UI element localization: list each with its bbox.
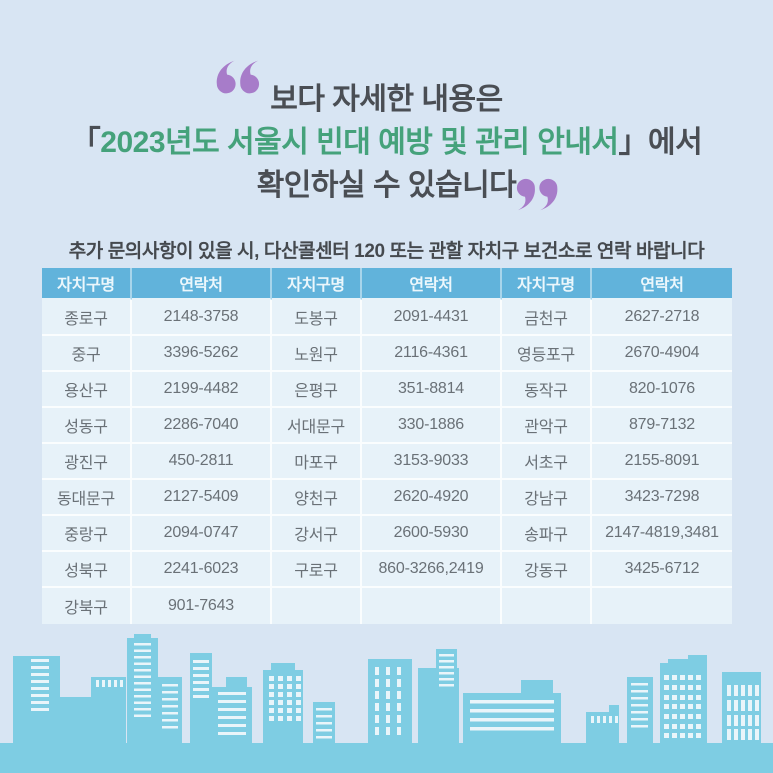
cell-district: 성동구 bbox=[42, 408, 132, 444]
cell-district bbox=[272, 588, 362, 624]
table-row: 종로구 2148-3758 도봉구 2091-4431 금천구 2627-271… bbox=[42, 300, 732, 336]
cell-phone: 3153-9033 bbox=[362, 444, 502, 480]
cell-phone: 3425-6712 bbox=[592, 552, 732, 588]
cell-phone: 450-2811 bbox=[132, 444, 272, 480]
cell-phone: 2241-6023 bbox=[132, 552, 272, 588]
cell-phone: 2627-2718 bbox=[592, 300, 732, 336]
cell-phone: 2600-5930 bbox=[362, 516, 502, 552]
title-line-1: 보다 자세한 내용은 bbox=[270, 83, 503, 116]
table-row: 중구 3396-5262 노원구 2116-4361 영등포구 2670-490… bbox=[42, 336, 732, 372]
table-header-row: 자치구명 연락처 자치구명 연락처 자치구명 연락처 bbox=[42, 268, 732, 300]
page-title: 보다 자세한 내용은 「2023년도 서울시 빈대 예방 및 관리 안내서」에서… bbox=[0, 78, 773, 207]
cell-phone bbox=[362, 588, 502, 624]
cell-district: 강서구 bbox=[272, 516, 362, 552]
cell-district: 중구 bbox=[42, 336, 132, 372]
cell-district: 동작구 bbox=[502, 372, 592, 408]
title-bracket-close: 」에서 bbox=[618, 126, 703, 159]
cell-district: 구로구 bbox=[272, 552, 362, 588]
contact-table: 자치구명 연락처 자치구명 연락처 자치구명 연락처 종로구 2148-3758… bbox=[42, 268, 732, 624]
cell-district: 마포구 bbox=[272, 444, 362, 480]
cell-district: 강남구 bbox=[502, 480, 592, 516]
cell-phone: 2148-3758 bbox=[132, 300, 272, 336]
cell-phone: 2155-8091 bbox=[592, 444, 732, 480]
cell-phone: 2620-4920 bbox=[362, 480, 502, 516]
col-header-district: 자치구명 bbox=[42, 268, 132, 300]
cell-district: 금천구 bbox=[502, 300, 592, 336]
cell-district: 영등포구 bbox=[502, 336, 592, 372]
cell-district: 강동구 bbox=[502, 552, 592, 588]
col-header-district: 자치구명 bbox=[502, 268, 592, 300]
title-line-3: 확인하실 수 있습니다 bbox=[256, 169, 517, 202]
cell-district: 송파구 bbox=[502, 516, 592, 552]
cell-district bbox=[502, 588, 592, 624]
title-guide-name: 2023년도 서울시 빈대 예방 및 관리 안내서 bbox=[100, 126, 619, 159]
cell-district: 동대문구 bbox=[42, 480, 132, 516]
cell-phone: 330-1886 bbox=[362, 408, 502, 444]
cell-district: 은평구 bbox=[272, 372, 362, 408]
cell-phone: 2091-4431 bbox=[362, 300, 502, 336]
col-header-district: 자치구명 bbox=[272, 268, 362, 300]
cell-phone bbox=[592, 588, 732, 624]
cell-district: 용산구 bbox=[42, 372, 132, 408]
quote-open-icon bbox=[214, 59, 260, 95]
cell-phone: 2670-4904 bbox=[592, 336, 732, 372]
col-header-phone: 연락처 bbox=[362, 268, 502, 300]
subtitle: 추가 문의사항이 있을 시, 다산콜센터 120 또는 관할 자치구 보건소로 … bbox=[68, 241, 705, 262]
cell-district: 양천구 bbox=[272, 480, 362, 516]
cell-phone: 2127-5409 bbox=[132, 480, 272, 516]
title-bracket-open: 「 bbox=[70, 126, 101, 159]
title-line-2: 「2023년도 서울시 빈대 예방 및 관리 안내서」에서 bbox=[0, 121, 773, 164]
col-header-phone: 연락처 bbox=[592, 268, 732, 300]
cell-district: 도봉구 bbox=[272, 300, 362, 336]
cell-phone: 351-8814 bbox=[362, 372, 502, 408]
cell-phone: 2199-4482 bbox=[132, 372, 272, 408]
cell-phone: 3396-5262 bbox=[132, 336, 272, 372]
table-row: 강북구 901-7643 bbox=[42, 588, 732, 624]
cell-district: 관악구 bbox=[502, 408, 592, 444]
cell-district: 서초구 bbox=[502, 444, 592, 480]
table-row: 동대문구 2127-5409 양천구 2620-4920 강남구 3423-72… bbox=[42, 480, 732, 516]
table-row: 중랑구 2094-0747 강서구 2600-5930 송파구 2147-481… bbox=[42, 516, 732, 552]
col-header-phone: 연락처 bbox=[132, 268, 272, 300]
cell-phone: 879-7132 bbox=[592, 408, 732, 444]
cell-phone: 901-7643 bbox=[132, 588, 272, 624]
cell-district: 서대문구 bbox=[272, 408, 362, 444]
table-row: 성북구 2241-6023 구로구 860-3266,2419 강동구 3425… bbox=[42, 552, 732, 588]
cell-phone: 2116-4361 bbox=[362, 336, 502, 372]
table-row: 용산구 2199-4482 은평구 351-8814 동작구 820-1076 bbox=[42, 372, 732, 408]
cell-phone: 2147-4819,3481 bbox=[592, 516, 732, 552]
cell-phone: 2094-0747 bbox=[132, 516, 272, 552]
cell-district: 종로구 bbox=[42, 300, 132, 336]
cell-phone: 860-3266,2419 bbox=[362, 552, 502, 588]
table-row: 광진구 450-2811 마포구 3153-9033 서초구 2155-8091 bbox=[42, 444, 732, 480]
cell-phone: 3423-7298 bbox=[592, 480, 732, 516]
cell-district: 강북구 bbox=[42, 588, 132, 624]
city-skyline bbox=[0, 634, 773, 773]
cell-district: 중랑구 bbox=[42, 516, 132, 552]
cell-district: 노원구 bbox=[272, 336, 362, 372]
cell-phone: 2286-7040 bbox=[132, 408, 272, 444]
cell-district: 성북구 bbox=[42, 552, 132, 588]
cell-district: 광진구 bbox=[42, 444, 132, 480]
table-row: 성동구 2286-7040 서대문구 330-1886 관악구 879-7132 bbox=[42, 408, 732, 444]
cell-phone: 820-1076 bbox=[592, 372, 732, 408]
quote-close-icon bbox=[516, 177, 560, 212]
